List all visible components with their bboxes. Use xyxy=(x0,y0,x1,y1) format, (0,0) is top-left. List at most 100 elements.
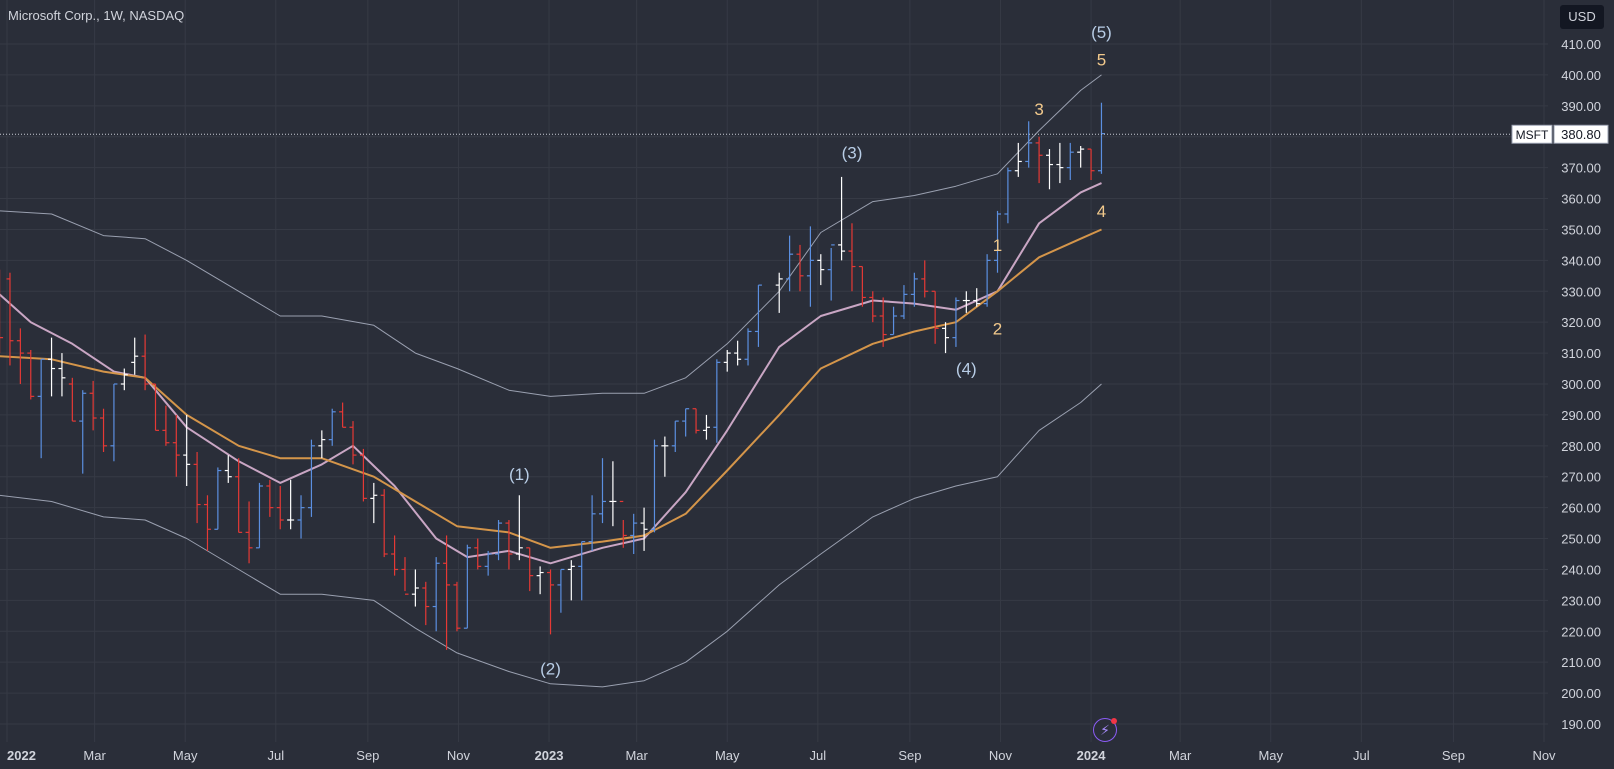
alert-lightning-icon[interactable]: ⚡ xyxy=(1093,718,1117,742)
ohlc-bar xyxy=(162,405,170,446)
ohlc-bar xyxy=(484,550,492,576)
ohlc-bar xyxy=(27,350,35,400)
ohlc-bar xyxy=(328,408,336,446)
wave-label-minor: 2 xyxy=(993,320,1002,339)
x-tick-label: Nov xyxy=(1532,748,1556,763)
fast-ma-line xyxy=(0,182,1102,565)
ohlc-bar xyxy=(6,272,14,366)
ohlc-bar xyxy=(806,226,814,307)
time-axis xyxy=(0,742,1614,769)
ohlc-bar xyxy=(172,414,180,477)
ohlc-bar xyxy=(838,176,846,261)
ohlc-bar xyxy=(58,353,66,397)
ohlc-bar xyxy=(245,501,253,564)
ohlc-bar xyxy=(224,455,232,483)
x-tick-label: May xyxy=(173,748,198,763)
price-tag-symbol-box xyxy=(1511,124,1553,144)
ohlc-bar xyxy=(869,291,877,323)
currency-button[interactable]: USD xyxy=(1560,5,1604,29)
price-tag-value-box xyxy=(1553,124,1609,144)
grid xyxy=(0,0,1548,742)
ohlc-bar xyxy=(1045,149,1053,190)
y-tick-label: 200.00 xyxy=(1561,686,1601,701)
ohlc-bar xyxy=(796,244,804,292)
price-tag-symbol: MSFT xyxy=(1516,128,1549,142)
wave-label-major: (5) xyxy=(1091,23,1112,42)
ohlc-bar xyxy=(661,436,669,477)
wave-label-major: (3) xyxy=(842,143,863,162)
y-tick-label: 220.00 xyxy=(1561,624,1601,639)
ohlc-bar xyxy=(1066,142,1074,180)
ohlc-bar xyxy=(650,439,658,533)
x-tick-label: Jul xyxy=(810,748,827,763)
ohlc-bar xyxy=(754,284,762,347)
ohlc-bar xyxy=(713,359,721,443)
y-tick-label: 210.00 xyxy=(1561,655,1601,670)
chart-title: Microsoft Corp., 1W, NASDAQ xyxy=(8,8,185,23)
y-tick-label: 280.00 xyxy=(1561,439,1601,454)
y-tick-label: 400.00 xyxy=(1561,68,1601,83)
wave-label-minor: 4 xyxy=(1097,202,1106,221)
ohlc-bar xyxy=(411,569,419,607)
y-tick-label: 320.00 xyxy=(1561,315,1601,330)
ohlc-bar xyxy=(910,272,918,307)
x-tick-label: Mar xyxy=(1169,748,1192,763)
wave-label-minor: 3 xyxy=(1034,100,1043,119)
ohlc-bar xyxy=(1087,148,1095,180)
ohlc-bar xyxy=(536,566,544,595)
ohlc-bar xyxy=(547,569,555,635)
ohlc-bar xyxy=(609,461,617,527)
x-tick-label: Jul xyxy=(267,748,284,763)
x-tick-label: Jul xyxy=(1353,748,1370,763)
ohlc-bar xyxy=(266,479,274,517)
ohlc-bar xyxy=(817,254,825,286)
ohlc-bar xyxy=(900,285,908,320)
ohlc-bar xyxy=(702,414,710,440)
x-tick-label: Nov xyxy=(447,748,471,763)
ohlc-bar xyxy=(515,495,523,561)
x-tick-label: Mar xyxy=(83,748,106,763)
ohlc-bar xyxy=(131,337,139,375)
ohlc-bars xyxy=(0,102,1105,650)
upper-band-line xyxy=(0,74,1102,397)
ohlc-bar xyxy=(973,288,981,307)
ohlc-bar xyxy=(775,272,783,313)
ohlc-bar xyxy=(359,448,367,502)
y-tick-label: 310.00 xyxy=(1561,346,1601,361)
ohlc-bar xyxy=(255,482,263,549)
ohlc-bar xyxy=(890,306,898,336)
x-tick-label: 2023 xyxy=(535,748,564,763)
x-tick-label: Mar xyxy=(625,748,648,763)
x-tick-label: Nov xyxy=(989,748,1013,763)
ohlc-bar xyxy=(557,568,565,613)
ohlc-bar xyxy=(505,520,513,570)
ohlc-bar xyxy=(463,544,471,629)
ohlc-bar xyxy=(120,368,128,391)
ohlc-bar xyxy=(370,482,378,524)
ohlc-bar xyxy=(931,290,939,344)
notification-dot xyxy=(1111,718,1117,724)
ohlc-bar xyxy=(203,495,211,551)
ohlc-bar xyxy=(682,408,690,437)
ohlc-bar xyxy=(276,486,284,530)
wave-label-minor: 5 xyxy=(1097,51,1106,70)
ohlc-bar xyxy=(1014,142,1022,177)
x-tick-label: Sep xyxy=(1442,748,1465,763)
ohlc-bar xyxy=(183,414,191,486)
ohlc-bar xyxy=(588,495,596,551)
ohlc-bar xyxy=(318,430,326,459)
ohlc-bar xyxy=(786,235,794,292)
ohlc-bar xyxy=(401,557,409,595)
y-tick-label: 190.00 xyxy=(1561,717,1601,732)
ohlc-bar xyxy=(193,452,201,524)
ohlc-bar xyxy=(630,513,638,554)
ohlc-bar xyxy=(1004,167,1012,224)
ohlc-bar xyxy=(640,507,648,551)
ohlc-bar xyxy=(391,535,399,576)
ohlc-bar xyxy=(349,421,357,465)
ohlc-bar xyxy=(453,581,461,632)
ohlc-bar xyxy=(297,495,305,539)
ohlc-bar xyxy=(723,350,731,372)
ohlc-bar xyxy=(921,260,929,298)
